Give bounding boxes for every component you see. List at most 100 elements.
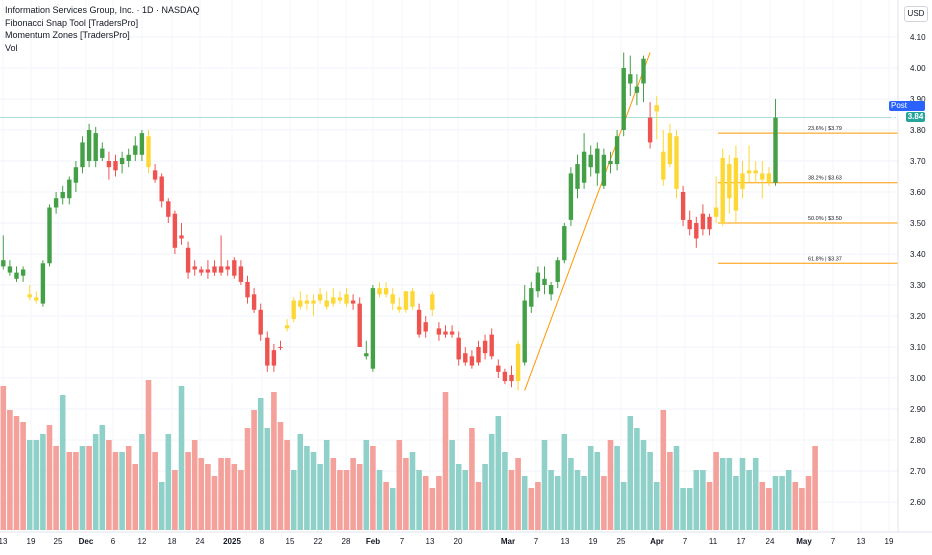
candle <box>614 130 620 171</box>
candle-body <box>489 334 494 357</box>
candle-body <box>100 148 105 158</box>
volume-bar <box>719 458 726 530</box>
candle-body <box>529 288 534 307</box>
price-axis[interactable]: 4.10 4.00 3.90 3.80 3.70 3.60 3.50 3.40 3.30 3.20… <box>897 0 926 532</box>
volume-bar <box>0 386 7 530</box>
volume-bar <box>541 440 548 530</box>
candle <box>166 198 171 223</box>
candle <box>733 145 739 223</box>
fibonacci-levels: 23.6% | $3.79 38.2% | $3.63 50.0% | $3.50 6… <box>0 52 898 391</box>
candle <box>575 154 580 199</box>
candle-body <box>159 176 164 202</box>
candle <box>694 216 699 248</box>
candle-body <box>476 347 481 363</box>
volume-bar <box>205 464 211 530</box>
volume-bar <box>812 446 818 530</box>
indicator-fibonacci-label[interactable]: Fibonacci Snap Tool [TradersPro] <box>5 17 139 28</box>
volume-bar <box>515 458 521 530</box>
candle <box>100 142 105 161</box>
candle <box>416 303 422 338</box>
volume-bar <box>535 482 541 530</box>
volume-bar <box>706 482 713 530</box>
candle-body <box>324 300 329 307</box>
candle <box>192 260 197 276</box>
candle-body <box>218 266 224 273</box>
volume-bar <box>700 470 706 530</box>
volume-bar <box>33 440 40 530</box>
indicator-momentum-label[interactable]: Momentum Zones [TradersPro] <box>5 30 130 40</box>
candle <box>746 145 752 183</box>
time-tick-label: 19 <box>27 537 36 546</box>
candle <box>139 130 145 161</box>
fibonacci-level-label: 38.2% | $3.63 <box>808 176 842 182</box>
candle <box>212 260 217 276</box>
volume-bar <box>475 482 482 530</box>
volume-bar <box>660 410 667 530</box>
volume-bar <box>653 482 660 530</box>
candle <box>218 235 224 276</box>
indicator-volume-label[interactable]: Vol <box>5 42 18 53</box>
candle <box>760 161 765 199</box>
currency-button[interactable]: USD <box>904 6 928 22</box>
time-tick-label: 13 <box>0 537 8 546</box>
candle <box>291 297 296 323</box>
candle <box>608 151 613 174</box>
time-tick-label: 19 <box>589 537 598 546</box>
candle <box>27 285 32 301</box>
candle <box>53 192 59 214</box>
volume-bar <box>370 446 376 530</box>
candle-body <box>271 350 277 366</box>
price-tick-label: 3.30 <box>910 281 926 290</box>
volume-bar <box>449 440 455 530</box>
time-tick-label: 6 <box>111 537 116 546</box>
time-tick-label: May <box>796 537 812 546</box>
candle-body <box>93 133 98 161</box>
candle-body <box>674 136 679 189</box>
candle <box>773 99 778 186</box>
candle-body <box>344 294 349 304</box>
volume-bar <box>40 434 46 530</box>
candle <box>423 316 428 338</box>
candle <box>502 368 508 385</box>
time-tick-label: 7 <box>831 537 836 546</box>
candle <box>119 151 125 174</box>
candle-body <box>773 117 778 183</box>
candle <box>562 223 567 264</box>
candle-body <box>496 365 501 372</box>
candle <box>588 145 593 177</box>
candle-body <box>733 157 739 211</box>
volume-bar <box>587 446 594 530</box>
candle-body <box>509 374 514 382</box>
price-tick-label: 3.50 <box>910 219 926 228</box>
candle <box>199 266 204 276</box>
candle-body <box>364 353 369 357</box>
candle <box>7 260 13 276</box>
symbol-title[interactable]: Information Services Group, Inc. · 1D · … <box>5 5 200 15</box>
candle-body <box>311 300 316 304</box>
volume-bar <box>680 488 686 530</box>
volume-bar <box>185 452 191 530</box>
volume-bar <box>284 440 290 530</box>
time-tick-label: Feb <box>366 537 380 546</box>
candle-body <box>27 294 32 298</box>
volume-bar <box>785 470 792 530</box>
candle-body <box>86 130 92 161</box>
time-axis[interactable]: 13 19 25 Dec 6 12 18 24 2025 8 15 22 28 Feb 7 13 20 Mar 7 1… <box>0 531 932 546</box>
price-tick-label: 2.70 <box>910 467 926 476</box>
volume-bar <box>231 464 238 530</box>
volume-bar <box>422 476 429 530</box>
time-tick-label: 2025 <box>223 537 241 546</box>
volume-bar <box>7 410 13 530</box>
candle-body <box>436 328 442 335</box>
candle-body <box>133 145 138 155</box>
volume-bar <box>614 446 620 530</box>
candle <box>601 148 607 189</box>
volume-bar <box>343 470 350 530</box>
volume-bar <box>455 464 462 530</box>
candle <box>47 204 52 267</box>
candle-body <box>588 154 593 168</box>
candle-body <box>423 322 428 332</box>
candle-body <box>661 151 666 180</box>
